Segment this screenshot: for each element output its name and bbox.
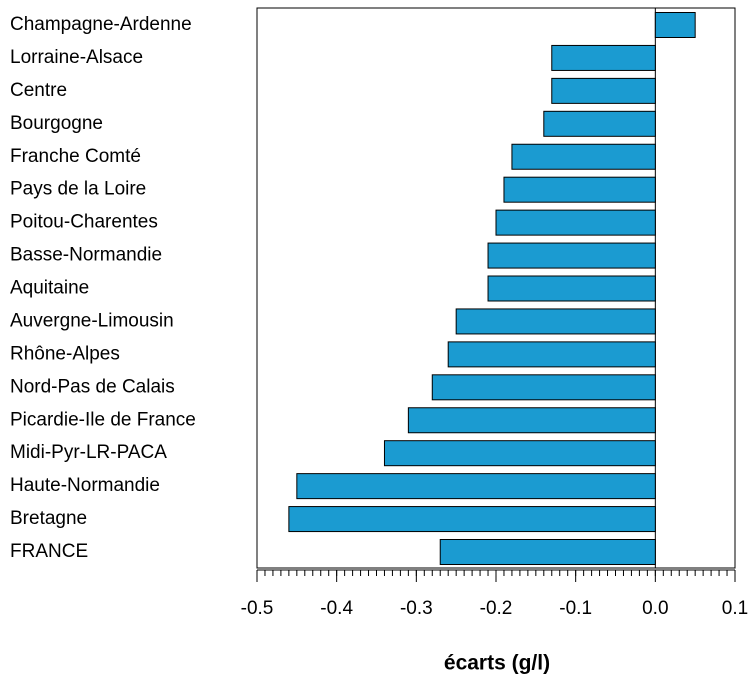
bar xyxy=(455,308,656,335)
bar xyxy=(288,506,656,533)
bar xyxy=(431,374,656,401)
bar xyxy=(654,12,696,38)
y-tick-label: Lorraine-Alsace xyxy=(10,47,143,68)
y-tick-label: Pays de la Loire xyxy=(10,179,146,200)
y-tick-label: Haute-Normandie xyxy=(10,475,160,496)
y-tick-label: Rhône-Alpes xyxy=(10,343,120,364)
x-tick-label: -0.4 xyxy=(320,598,353,619)
y-tick-label: Aquitaine xyxy=(10,278,89,299)
bar xyxy=(447,341,656,368)
y-tick-label: Nord-Pas de Calais xyxy=(10,376,175,397)
bar xyxy=(487,275,656,302)
bar xyxy=(543,110,656,137)
y-tick-label: Champagne-Ardenne xyxy=(10,14,192,35)
bar xyxy=(439,539,656,565)
bar xyxy=(487,242,656,269)
bar xyxy=(551,77,656,104)
bar xyxy=(296,473,656,500)
bar xyxy=(383,440,656,467)
x-tick-label: 0.1 xyxy=(722,598,748,619)
x-axis-title: écarts (g/l) xyxy=(444,652,550,675)
bar xyxy=(511,143,656,170)
y-tick-label: Picardie-Ile de France xyxy=(10,409,196,430)
y-tick-label: Franche Comté xyxy=(10,146,141,167)
x-tick-label: -0.3 xyxy=(400,598,433,619)
x-tick-label: 0.0 xyxy=(642,598,668,619)
x-tick-label: -0.2 xyxy=(480,598,513,619)
bar xyxy=(495,209,656,236)
bar xyxy=(503,176,656,203)
y-tick-label: Centre xyxy=(10,80,67,101)
y-tick-label: Basse-Normandie xyxy=(10,245,162,266)
bar xyxy=(551,44,656,71)
y-tick-label: Auvergne-Limousin xyxy=(10,310,174,331)
y-tick-label: Bourgogne xyxy=(10,113,103,134)
x-tick-label: -0.1 xyxy=(559,598,592,619)
y-tick-label: Midi-Pyr-LR-PACA xyxy=(10,442,167,463)
x-tick-label: -0.5 xyxy=(241,598,274,619)
bar xyxy=(407,407,656,434)
y-tick-label: Poitou-Charentes xyxy=(10,212,158,233)
y-tick-label: FRANCE xyxy=(10,541,88,562)
y-tick-label: Bretagne xyxy=(10,508,87,529)
